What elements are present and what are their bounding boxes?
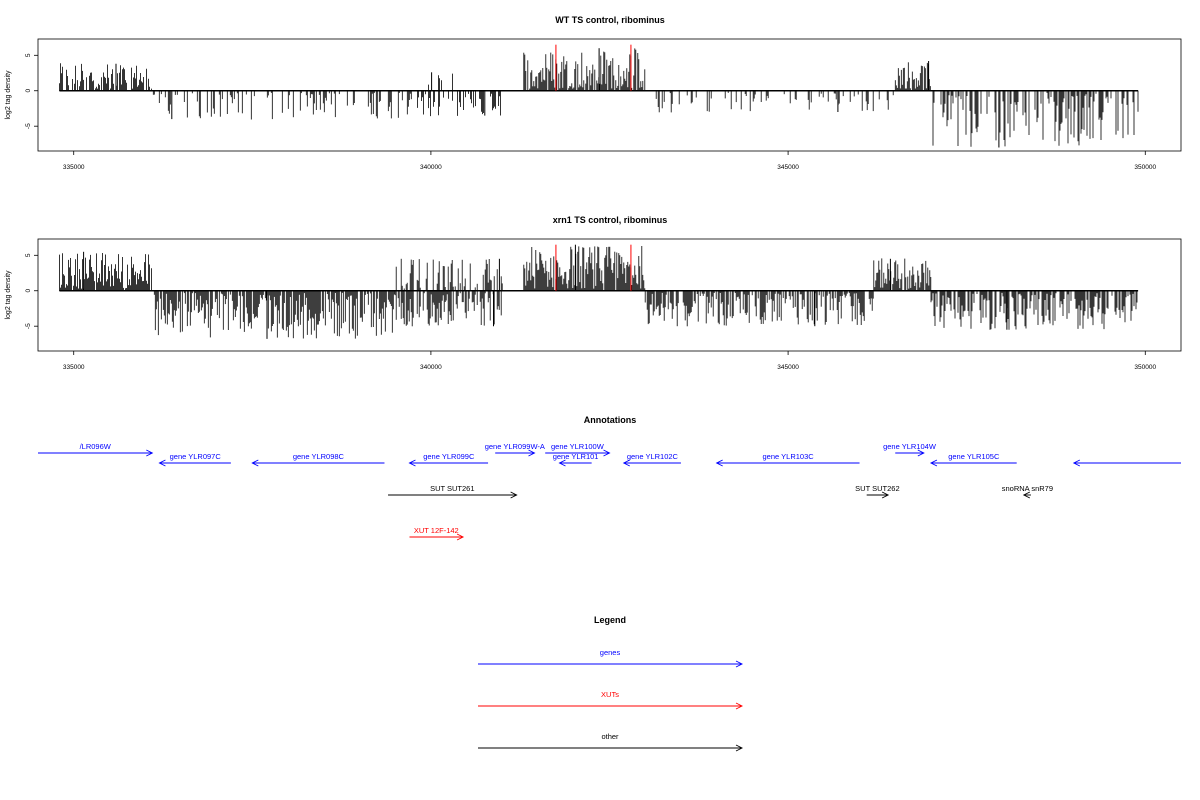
- y-tick-label: 0: [25, 89, 32, 93]
- xrn1-panel-title: xrn1 TS control, ribominus: [553, 215, 668, 225]
- xrn1-panel: xrn1 TS control, ribominus log2 tag dens…: [5, 215, 1182, 371]
- wt-plot-frame: [37, 38, 1182, 152]
- legend: Legend genes XUTs other: [478, 615, 744, 752]
- annotation-gene-ylr098c: gene YLR098C: [251, 452, 385, 467]
- xrn1-x-ticks: 335000 340000 345000 350000: [63, 351, 1157, 371]
- annotation-label: gene YLR101: [553, 452, 599, 461]
- annotation-gene-ylr105c: gene YLR105C: [929, 452, 1017, 467]
- x-tick-label: 345000: [777, 164, 799, 171]
- x-tick-label: 335000: [63, 364, 85, 371]
- wt-y-ticks: -5 0 5: [25, 53, 38, 129]
- annotation-label: gene YLR099W-A: [485, 442, 545, 451]
- annotation-gene-ylr102c: gene YLR102C: [622, 452, 681, 467]
- y-tick-label: -5: [25, 323, 32, 329]
- annotation-snorna-snr79: snoRNA snR79: [1002, 484, 1053, 499]
- annotation-label: snoRNA snR79: [1002, 484, 1053, 493]
- annotation-label: gene YLR098C: [293, 452, 345, 461]
- annotation-label: /LR096W: [80, 442, 112, 451]
- annotation-gene-ylr103c: gene YLR103C: [715, 452, 860, 467]
- annotation-xut-12f-142: XUT 12F-142: [409, 526, 465, 541]
- legend-label: genes: [600, 648, 621, 657]
- annotation-ylr096w: /LR096W: [38, 442, 154, 457]
- legend-label: other: [601, 732, 619, 741]
- annotations-title: Annotations: [584, 415, 637, 425]
- y-tick-label: -5: [25, 123, 32, 129]
- wt-y-axis-label: log2 tag density: [5, 70, 12, 120]
- xrn1-plot-frame: [37, 238, 1182, 352]
- legend-entry-genes: genes: [478, 648, 744, 668]
- annotation-sut-sut262: SUT SUT262: [855, 484, 900, 499]
- y-tick-label: 5: [25, 253, 32, 257]
- legend-label: XUTs: [601, 690, 619, 699]
- annotation-label: gene YLR099C: [423, 452, 475, 461]
- annotation-gene-ylr099w-a: gene YLR099W-A: [485, 442, 545, 457]
- wt-x-ticks: 335000 340000 345000 350000: [63, 151, 1157, 171]
- annotation-gene-ylr099c: gene YLR099C: [408, 452, 489, 467]
- annotation-label: gene YLR097C: [170, 452, 222, 461]
- xrn1-bars: [59, 244, 1139, 339]
- annotation-label: XUT 12F-142: [414, 526, 459, 535]
- xrn1-y-ticks: -5 0 5: [25, 253, 38, 329]
- annotation-label: SUT SUT262: [855, 484, 899, 493]
- wt-panel-title: WT TS control, ribominus: [555, 15, 665, 25]
- annotation-gene-ylr104w: gene YLR104W: [883, 442, 937, 457]
- annotation-label: gene YLR105C: [948, 452, 1000, 461]
- xrn1-y-axis-label: log2 tag density: [5, 270, 12, 320]
- annotation-gene-ylr101c: gene YLR101: [553, 452, 599, 467]
- y-tick-label: 5: [25, 53, 32, 57]
- x-tick-label: 340000: [420, 364, 442, 371]
- legend-title: Legend: [594, 615, 626, 625]
- x-tick-label: 345000: [777, 364, 799, 371]
- annotations-track: Annotations /LR096W gene YLR097C gene YLR0…: [38, 415, 1181, 541]
- annotation-label: gene YLR104W: [883, 442, 937, 451]
- x-tick-label: 335000: [63, 164, 85, 171]
- annotation-edge: [1072, 459, 1181, 467]
- wt-bars: [59, 44, 1139, 148]
- annotation-gene-ylr097c: gene YLR097C: [158, 452, 231, 467]
- annotation-label: SUT SUT261: [430, 484, 474, 493]
- legend-entry-other: other: [478, 732, 744, 752]
- x-tick-label: 350000: [1134, 164, 1156, 171]
- annotation-label: gene YLR100W: [551, 442, 605, 451]
- x-tick-label: 350000: [1134, 364, 1156, 371]
- legend-entry-XUTs: XUTs: [478, 690, 744, 710]
- y-tick-label: 0: [25, 289, 32, 293]
- annotation-label: gene YLR102C: [627, 452, 679, 461]
- x-tick-label: 340000: [420, 164, 442, 171]
- annotation-gene-ylr100w: gene YLR100W: [545, 442, 611, 457]
- annotation-label: gene YLR103C: [763, 452, 815, 461]
- annotation-sut-sut261: SUT SUT261: [388, 484, 518, 499]
- wt-panel: WT TS control, ribominus log2 tag densit…: [5, 15, 1182, 171]
